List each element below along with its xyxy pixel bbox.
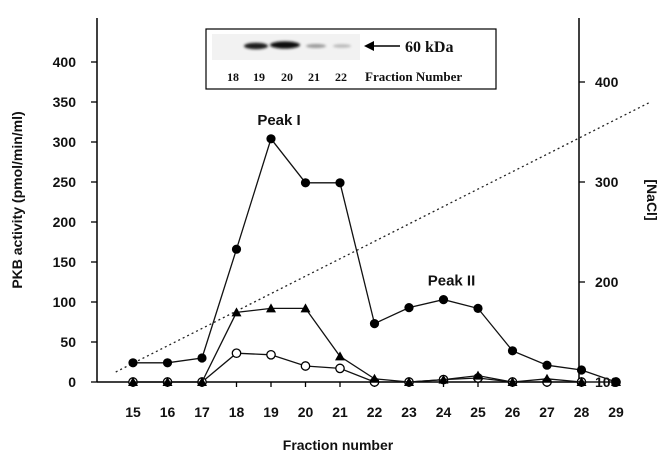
x-tick-label: 21 <box>332 404 348 420</box>
band-lane-20 <box>270 41 300 49</box>
inset-lane-18: 18 <box>227 70 239 84</box>
x-tick-label: 27 <box>539 404 555 420</box>
western-blot-inset: 60 kDa 18 19 20 21 22 Fraction Number <box>205 28 497 90</box>
x-axis-title: Fraction number <box>283 437 394 453</box>
data-point-filled-circle <box>542 360 552 370</box>
data-point-filled-triangle <box>128 377 138 386</box>
data-point-filled-circle <box>300 178 311 188</box>
inset-lane-22: 22 <box>335 70 347 84</box>
right-tick-label: 200 <box>595 274 619 290</box>
left-tick-label: 300 <box>53 134 77 150</box>
data-point-filled-circle <box>404 303 414 313</box>
data-point-filled-circle <box>473 303 483 313</box>
data-point-filled-triangle <box>438 374 449 384</box>
left-tick-label: 200 <box>53 214 77 230</box>
x-tick-label: 20 <box>298 404 314 420</box>
data-point-filled-circle <box>197 353 207 363</box>
right-tick-label: 400 <box>595 74 619 90</box>
data-point-filled-circle <box>438 295 449 305</box>
left-y-ticks: 0 50 100 150 200 250 300 350 400 <box>53 54 97 390</box>
arrowhead-icon <box>364 41 374 51</box>
data-point-open-circle <box>231 348 242 359</box>
x-tick-label: 23 <box>401 404 417 420</box>
x-tick-label: 29 <box>608 404 624 420</box>
left-tick-label: 400 <box>53 54 77 70</box>
left-tick-label: 50 <box>60 334 76 350</box>
x-tick-label: 18 <box>229 404 245 420</box>
right-tick-label: 300 <box>595 174 619 190</box>
x-tick-label: 17 <box>194 404 210 420</box>
data-point-filled-triangle <box>404 377 414 386</box>
data-point-filled-circle <box>611 377 621 387</box>
left-tick-label: 250 <box>53 174 77 190</box>
inset-lanes-label: Fraction Number <box>365 69 462 84</box>
left-tick-label: 150 <box>53 254 77 270</box>
inset-lane-21: 21 <box>308 70 320 84</box>
band-lane-19 <box>244 42 268 50</box>
y-axis-title: PKB activity (pmol/min/ml) <box>9 111 25 288</box>
data-point-open-circle <box>266 349 276 360</box>
series-line-filled-circle <box>133 137 617 383</box>
data-point-filled-triangle <box>197 377 207 386</box>
peak-i-label: Peak I <box>257 112 300 129</box>
inset-lane-19: 19 <box>253 70 265 84</box>
data-point-filled-circle <box>162 358 173 368</box>
left-tick-label: 100 <box>53 294 77 310</box>
band-lane-21 <box>306 44 326 48</box>
nacl-gradient-line <box>115 101 651 373</box>
data-point-filled-triangle <box>576 377 587 386</box>
data-point-filled-triangle <box>369 373 380 383</box>
data-point-filled-triangle <box>300 303 311 313</box>
left-tick-label: 350 <box>53 94 77 110</box>
x-tick-label: 26 <box>505 404 521 420</box>
data-point-filled-circle <box>231 244 242 254</box>
x-tick-label: 19 <box>263 404 279 420</box>
x-tick-label: 25 <box>470 404 486 420</box>
data-point-filled-circle <box>128 358 138 368</box>
x-tick-label: 16 <box>160 404 176 420</box>
data-point-filled-triangle <box>266 303 276 313</box>
data-point-filled-triangle <box>542 373 552 383</box>
data-point-filled-triangle <box>473 370 483 380</box>
series-layer <box>128 134 621 387</box>
inset-arrow-label: 60 kDa <box>405 39 453 56</box>
data-point-filled-circle <box>335 178 345 188</box>
left-tick-label: 0 <box>68 374 76 390</box>
data-point-filled-circle <box>369 319 380 329</box>
x-ticks: 15 16 17 18 19 20 21 22 23 24 25 26 27 28 29 <box>125 382 624 420</box>
x-tick-label: 28 <box>574 404 590 420</box>
data-point-filled-circle <box>266 134 276 144</box>
inset-lane-20: 20 <box>281 70 293 84</box>
data-point-open-circle <box>300 361 311 371</box>
x-tick-label: 15 <box>125 404 141 420</box>
y2-axis-title: [NaCl] <box>644 179 660 220</box>
x-tick-label: 22 <box>367 404 383 420</box>
band-lane-22 <box>333 44 351 48</box>
data-point-filled-circle <box>507 346 518 356</box>
data-point-filled-circle <box>576 365 587 375</box>
data-point-filled-triangle <box>231 307 242 317</box>
data-point-filled-triangle <box>162 377 173 386</box>
x-tick-label: 24 <box>436 404 452 420</box>
peak-ii-label: Peak II <box>428 273 476 290</box>
data-point-filled-triangle <box>335 351 345 361</box>
data-point-filled-triangle <box>507 377 518 386</box>
data-point-open-circle <box>335 363 345 374</box>
